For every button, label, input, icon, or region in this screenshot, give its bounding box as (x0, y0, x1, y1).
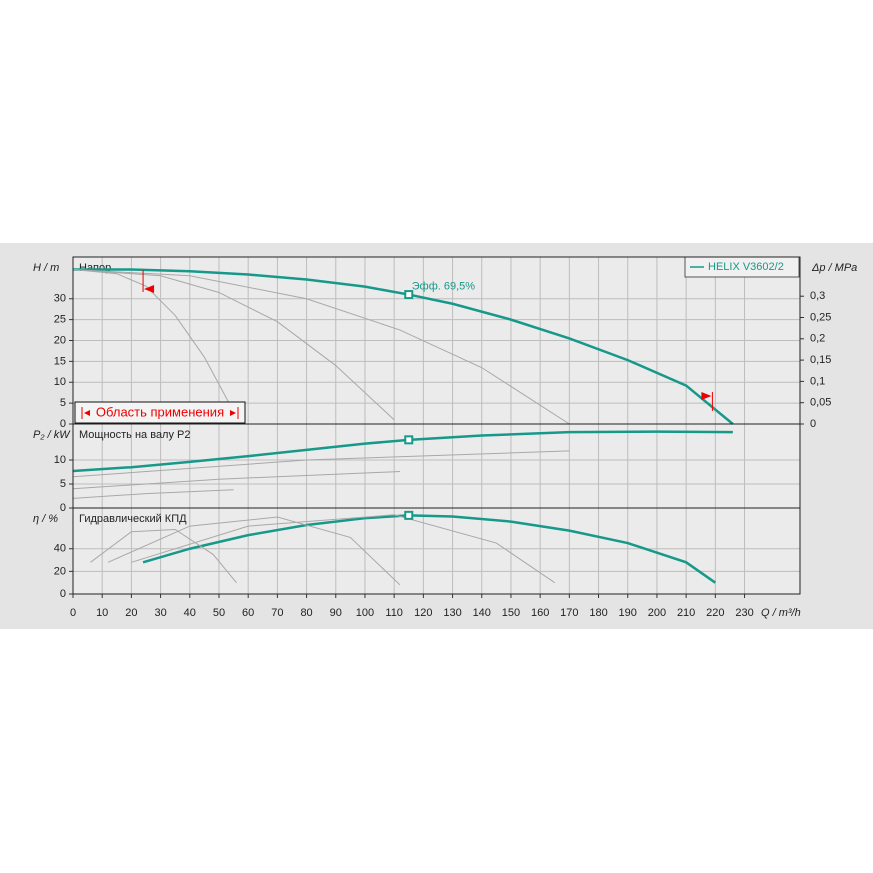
series-line (72, 269, 235, 412)
series-line (107, 516, 401, 586)
y2-tick-label: 0 (810, 418, 816, 430)
x-tick-label: 180 (589, 607, 607, 619)
duty-point (404, 510, 414, 520)
x-tick-label: 70 (271, 607, 283, 619)
series-line (72, 450, 570, 478)
y-tick-label: 30 (54, 293, 66, 305)
x-tick-label: 200 (648, 607, 666, 619)
series-line (72, 489, 234, 499)
x-tick-label: 190 (619, 607, 637, 619)
y-tick-label: 0 (60, 588, 66, 600)
x-tick-label: 40 (184, 607, 196, 619)
y2-axis-label: Δp / MPa (811, 262, 857, 274)
series-line (90, 528, 237, 584)
plot-area (73, 257, 800, 594)
y2-tick-label: 0,05 (810, 397, 831, 409)
y2-tick-label: 0,3 (810, 290, 825, 302)
y-axis-label: H / m (33, 262, 59, 274)
panel-frame (72, 507, 801, 595)
y2-tick-label: 0,15 (810, 354, 831, 366)
x-tick-label: 50 (213, 607, 225, 619)
series-line (72, 430, 733, 473)
x-tick-label: 220 (706, 607, 724, 619)
y2-tick-label: 0,2 (810, 333, 825, 345)
range-label: Область применения (96, 404, 224, 419)
panel-title: Гидравлический КПД (79, 513, 187, 525)
x-tick-label: 110 (385, 607, 403, 619)
y2-tick-label: 0,1 (810, 375, 825, 387)
x-tick-label: 160 (531, 607, 549, 619)
x-tick-label: 170 (560, 607, 578, 619)
y-tick-label: 0 (60, 418, 66, 430)
series-line (72, 471, 401, 490)
x-tick-label: 20 (125, 607, 137, 619)
x-tick-label: 80 (300, 607, 312, 619)
x-tick-label: 60 (242, 607, 254, 619)
y-tick-label: 20 (54, 565, 66, 577)
x-tick-label: 100 (356, 607, 374, 619)
x-tick-label: 90 (330, 607, 342, 619)
x-tick-label: 140 (473, 607, 491, 619)
y-tick-label: 10 (54, 376, 66, 388)
x-tick-label: 130 (443, 607, 461, 619)
range-arrow (84, 410, 90, 416)
duty-point (404, 290, 414, 300)
y-tick-label: 15 (54, 355, 66, 367)
range-flag (144, 285, 155, 293)
y-tick-label: 20 (54, 334, 66, 346)
legend-label: HELIX V3602/2 (708, 261, 784, 273)
series-line (72, 269, 570, 425)
x-axis-label: Q / m³/h (761, 607, 801, 619)
x-tick-label: 210 (677, 607, 695, 619)
x-tick-label: 150 (502, 607, 520, 619)
range-flag (701, 392, 712, 400)
series-line (142, 514, 717, 584)
series-line (131, 514, 556, 584)
panel-title: Мощность на валу P2 (79, 429, 191, 441)
y-tick-label: 5 (60, 397, 66, 409)
series-line (72, 269, 395, 421)
range-arrow (230, 410, 236, 416)
duty-point (404, 435, 414, 445)
y-tick-label: 5 (60, 478, 66, 490)
y2-tick-label: 0,25 (810, 311, 831, 323)
y-tick-label: 0 (60, 502, 66, 514)
x-tick-label: 120 (414, 607, 432, 619)
x-tick-label: 230 (735, 607, 753, 619)
y-axis-label: P₂ / kW (33, 429, 71, 441)
efficiency-label: Эфф. 69,5% (412, 280, 476, 292)
y-tick-label: 40 (54, 543, 66, 555)
y-tick-label: 25 (54, 314, 66, 326)
x-tick-label: 10 (96, 607, 108, 619)
x-tick-label: 30 (154, 607, 166, 619)
y-axis-label: η / % (33, 513, 58, 525)
x-tick-label: 0 (70, 607, 76, 619)
range-box (74, 401, 246, 424)
y-tick-label: 10 (54, 454, 66, 466)
